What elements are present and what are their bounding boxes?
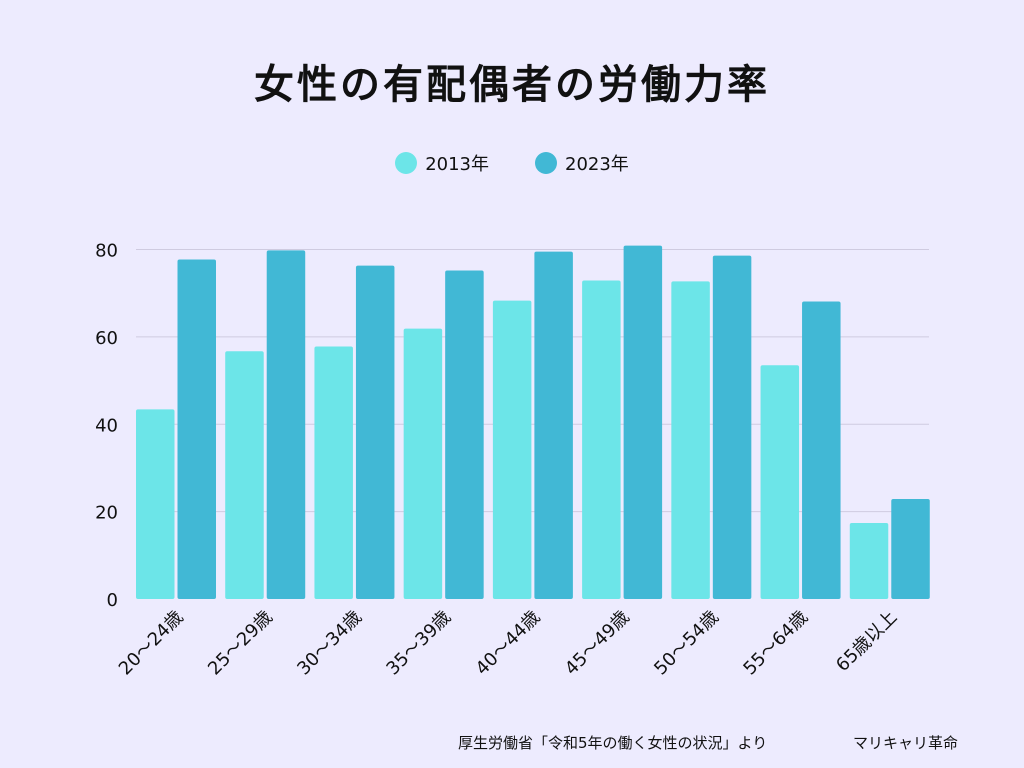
- bar-2013年-20〜24歳: [136, 409, 175, 599]
- x-tick-label: 50〜54歳: [650, 607, 723, 680]
- y-tick-label: 40: [95, 415, 118, 436]
- y-tick-label: 0: [107, 590, 118, 611]
- legend-item-2023: 2023年: [535, 150, 629, 176]
- legend-swatch-2013: [395, 152, 418, 174]
- bar-2013年-50〜54歳: [671, 281, 710, 599]
- x-tick-label: 45〜49歳: [561, 607, 634, 680]
- legend-label-2013: 2013年: [425, 154, 489, 175]
- bar-2013年-55〜64歳: [760, 365, 800, 599]
- x-tick-label: 20〜24歳: [115, 607, 188, 680]
- legend-swatch-2023: [535, 152, 557, 174]
- bar-2023年-65歳以上: [891, 498, 930, 599]
- y-tick-label: 20: [95, 503, 118, 524]
- legend: 2013年 2023年: [0, 150, 1024, 176]
- bar-2023年-50〜54歳: [712, 255, 752, 599]
- bar-2023年-20〜24歳: [177, 259, 216, 599]
- bar-2013年-30〜34歳: [314, 346, 353, 599]
- y-tick-label: 80: [95, 241, 118, 262]
- bar-2023年-40〜44歳: [534, 251, 573, 599]
- bar-2023年-55〜64歳: [802, 301, 841, 599]
- x-tick-label: 25〜29歳: [204, 607, 277, 680]
- bar-2013年-45〜49歳: [582, 280, 621, 599]
- x-tick-label: 55〜64歳: [739, 607, 812, 680]
- x-tick-label: 30〜34歳: [293, 607, 366, 680]
- bar-2023年-35〜39歳: [445, 270, 484, 599]
- x-tick-label: 65歳以上: [832, 607, 901, 676]
- bar-2013年-65歳以上: [849, 522, 889, 599]
- y-tick-label: 60: [95, 328, 118, 349]
- brand-credit: マリキャリ革命: [853, 734, 959, 752]
- chart-title: 女性の有配偶者の労働力率: [254, 62, 770, 108]
- bar-2013年-35〜39歳: [403, 328, 443, 599]
- bar-2023年-45〜49歳: [623, 245, 663, 600]
- legend-label-2023: 2023年: [565, 154, 629, 175]
- x-tick-label: 35〜39歳: [383, 607, 456, 680]
- legend-item-2013: 2013年: [395, 150, 489, 176]
- x-tick-label: 40〜44歳: [472, 607, 545, 680]
- bar-2023年-25〜29歳: [266, 250, 306, 599]
- bar-2023年-30〜34歳: [355, 265, 395, 599]
- bar-2013年-25〜29歳: [225, 351, 264, 599]
- bar-2013年-40〜44歳: [492, 300, 532, 599]
- source-note: 厚生労働省「令和5年の働く女性の状況」より: [458, 734, 768, 752]
